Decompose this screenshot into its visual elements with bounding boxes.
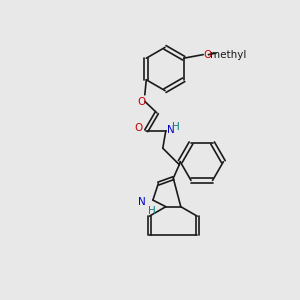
Text: H: H bbox=[172, 122, 180, 132]
Text: methyl: methyl bbox=[210, 50, 246, 60]
Text: O: O bbox=[135, 123, 143, 133]
Text: O: O bbox=[204, 50, 212, 60]
Text: O: O bbox=[137, 97, 145, 107]
Text: N: N bbox=[138, 196, 146, 207]
Text: H: H bbox=[148, 206, 155, 215]
Text: N: N bbox=[167, 124, 174, 135]
